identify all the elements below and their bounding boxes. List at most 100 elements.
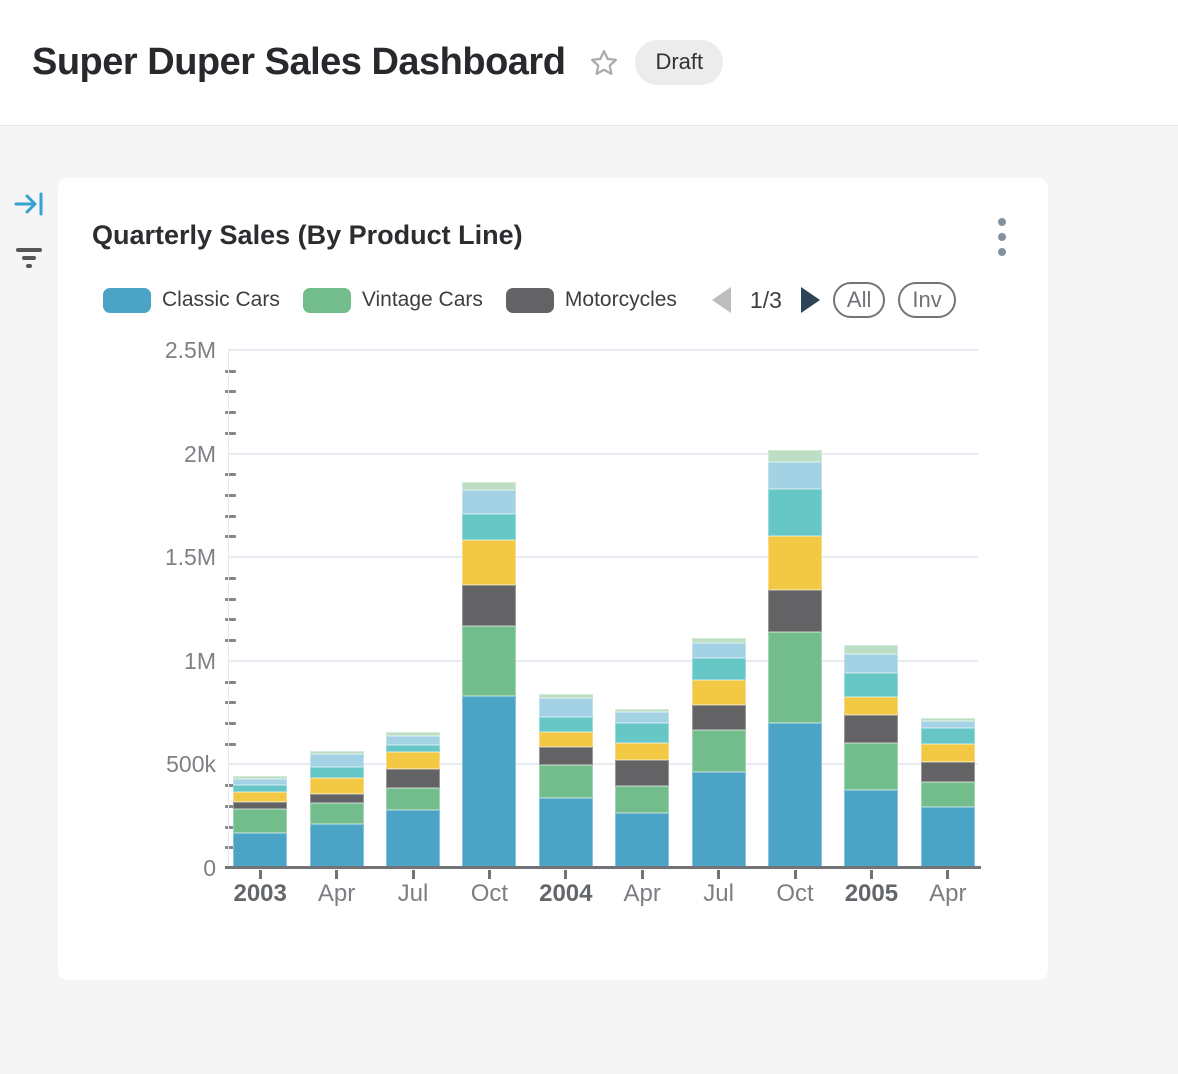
- bar-segment[interactable]: [462, 625, 517, 696]
- bar-segment[interactable]: [615, 722, 670, 743]
- bar-segment[interactable]: [920, 727, 975, 744]
- x-axis-line: [225, 866, 981, 869]
- bar-segment[interactable]: [615, 812, 670, 868]
- collapse-right-icon[interactable]: [13, 189, 45, 224]
- bar-segment[interactable]: [844, 696, 899, 715]
- legend-item-classic-cars[interactable]: Classic Cars: [103, 287, 280, 313]
- bar-segment[interactable]: [386, 809, 440, 868]
- bar-segment[interactable]: [462, 539, 517, 585]
- bar-segment[interactable]: [615, 711, 670, 723]
- bar-segment[interactable]: [538, 697, 593, 717]
- y-axis-label: 0: [203, 855, 216, 881]
- bar-segment[interactable]: [844, 653, 899, 673]
- bar-segment[interactable]: [309, 802, 364, 824]
- y-minor-tick: [225, 411, 236, 415]
- bar-segment[interactable]: [233, 778, 288, 785]
- legend-row: Classic Cars Vintage Cars Motorcycles 1/3 …: [103, 281, 1018, 319]
- bar-segment[interactable]: [920, 781, 975, 807]
- bar-segment[interactable]: [386, 788, 440, 810]
- bar-segment[interactable]: [386, 768, 440, 788]
- bar-segment[interactable]: [844, 714, 899, 743]
- bar-segment[interactable]: [309, 751, 364, 755]
- bar-segment[interactable]: [615, 742, 670, 760]
- x-axis-label: 2004: [539, 880, 593, 907]
- favorite-star-icon[interactable]: [587, 46, 621, 80]
- y-axis-label: 2.5M: [164, 337, 216, 363]
- bar-segment[interactable]: [538, 716, 593, 732]
- bar-segment[interactable]: [844, 742, 899, 790]
- bar-segment[interactable]: [233, 791, 288, 802]
- bar-segment[interactable]: [233, 784, 288, 792]
- bar-segment[interactable]: [844, 789, 899, 868]
- y-gridline: [228, 763, 978, 766]
- bar-segment[interactable]: [233, 776, 288, 779]
- bar-segment[interactable]: [233, 801, 288, 809]
- bar-segment[interactable]: [538, 764, 593, 798]
- bar-segment[interactable]: [768, 449, 822, 462]
- bar-segment[interactable]: [309, 767, 364, 779]
- bar-segment[interactable]: [462, 513, 517, 540]
- bar-segment[interactable]: [768, 535, 822, 590]
- y-minor-tick: [225, 369, 236, 373]
- bar-segment[interactable]: [386, 732, 440, 736]
- bar-segment[interactable]: [615, 785, 670, 813]
- x-axis-label: Apr: [929, 880, 967, 907]
- y-gridline: [228, 349, 978, 351]
- bar-segment[interactable]: [920, 761, 975, 782]
- bar-segment[interactable]: [768, 488, 822, 536]
- legend-prev-icon[interactable]: [711, 287, 731, 313]
- y-minor-tick: [225, 701, 236, 705]
- legend-label: Classic Cars: [162, 288, 280, 311]
- page-header: Super Duper Sales Dashboard Draft: [0, 0, 1178, 126]
- bar-segment[interactable]: [462, 489, 517, 514]
- x-axis-label: 2005: [844, 880, 899, 907]
- legend-item-motorcycles[interactable]: Motorcycles: [505, 287, 677, 313]
- legend-all-button[interactable]: All: [832, 282, 886, 318]
- bar-segment[interactable]: [309, 823, 364, 868]
- bar-segment[interactable]: [920, 806, 975, 868]
- bar-segment[interactable]: [538, 797, 593, 868]
- bar-segment[interactable]: [309, 778, 364, 795]
- bar-segment[interactable]: [462, 695, 517, 868]
- legend-item-vintage-cars[interactable]: Vintage Cars: [302, 287, 483, 313]
- y-axis-label: 1.5M: [164, 544, 216, 571]
- bar-segment[interactable]: [233, 832, 288, 868]
- y-minor-tick: [225, 742, 236, 746]
- bar-segment[interactable]: [538, 746, 593, 765]
- bar-segment[interactable]: [844, 644, 899, 654]
- bar-segment[interactable]: [768, 461, 822, 489]
- bar-segment[interactable]: [768, 722, 822, 868]
- plot-left-border: [228, 350, 229, 868]
- filter-icon[interactable]: [13, 242, 45, 277]
- bar-segment[interactable]: [691, 637, 746, 643]
- bar-segment[interactable]: [691, 729, 746, 772]
- bar-segment[interactable]: [768, 631, 822, 723]
- bar-segment[interactable]: [844, 672, 899, 697]
- bar-segment[interactable]: [615, 759, 670, 786]
- bar-segment[interactable]: [386, 736, 440, 745]
- bar-segment[interactable]: [462, 584, 517, 626]
- kebab-menu-icon[interactable]: [992, 218, 1012, 258]
- bar-segment[interactable]: [615, 708, 670, 712]
- y-minor-tick: [225, 535, 236, 539]
- bar-segment[interactable]: [768, 589, 822, 632]
- bar-segment[interactable]: [538, 731, 593, 747]
- bar-segment[interactable]: [920, 743, 975, 762]
- bar-segment[interactable]: [691, 657, 746, 680]
- bar-segment[interactable]: [691, 704, 746, 730]
- bar-segment[interactable]: [691, 679, 746, 705]
- x-axis-tick: [335, 870, 339, 879]
- bar-segment[interactable]: [309, 754, 364, 768]
- bar-segment[interactable]: [920, 720, 975, 728]
- bar-segment[interactable]: [920, 717, 975, 721]
- bar-segment[interactable]: [233, 808, 288, 833]
- bar-segment[interactable]: [309, 794, 364, 803]
- legend-invert-button[interactable]: Inv: [898, 282, 956, 318]
- bar-segment[interactable]: [462, 481, 517, 490]
- bar-segment[interactable]: [538, 693, 593, 698]
- bar-segment[interactable]: [691, 642, 746, 658]
- bar-segment[interactable]: [386, 751, 440, 769]
- legend-next-icon[interactable]: [800, 287, 820, 313]
- bar-segment[interactable]: [386, 744, 440, 752]
- bar-segment[interactable]: [691, 771, 746, 868]
